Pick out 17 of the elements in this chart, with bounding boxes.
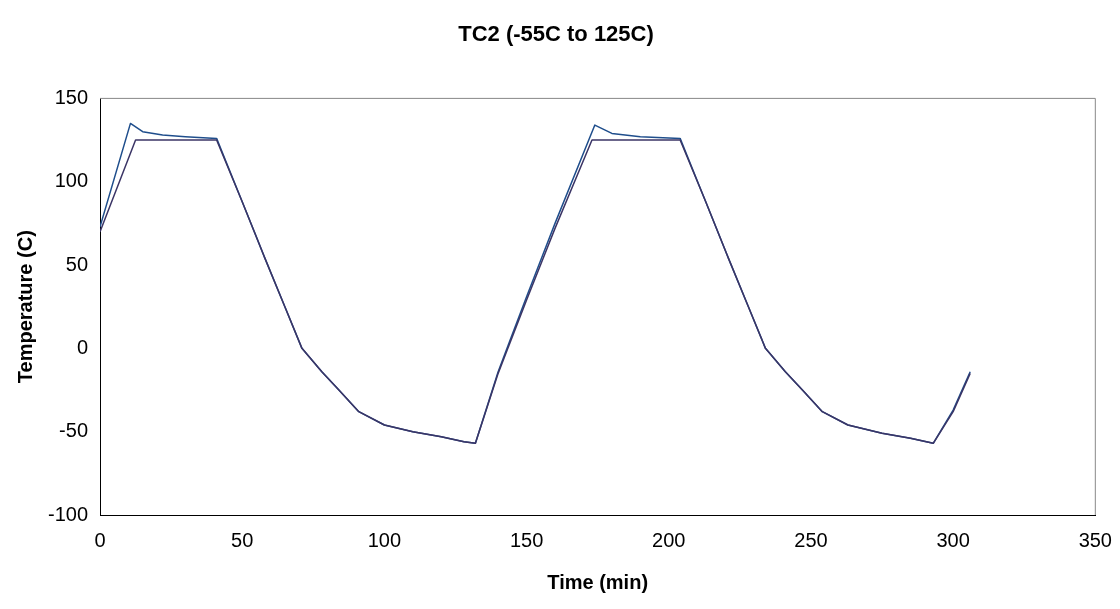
- x-tick-label: 0: [94, 528, 106, 551]
- x-tick-label: 200: [652, 528, 686, 551]
- y-axis-title: Temperature (C): [13, 230, 36, 384]
- y-tick-label: 150: [54, 85, 89, 108]
- x-axis-title: Time (min): [547, 570, 649, 593]
- y-tick-label: 0: [76, 335, 89, 358]
- x-tick-label: 150: [509, 528, 544, 551]
- y-tick-label: 50: [65, 252, 89, 275]
- x-tick-label: 250: [794, 528, 828, 551]
- y-tick-label: -50: [59, 419, 89, 442]
- y-tick-label: 100: [54, 169, 89, 192]
- x-tick-label: 50: [231, 528, 254, 551]
- y-tick-label: -100: [48, 502, 89, 525]
- x-tick-label: 300: [936, 528, 970, 551]
- chart-title: TC2 (-55C to 125C): [458, 21, 654, 47]
- x-tick-label: 100: [367, 528, 402, 551]
- x-tick-label: 350: [1078, 528, 1112, 551]
